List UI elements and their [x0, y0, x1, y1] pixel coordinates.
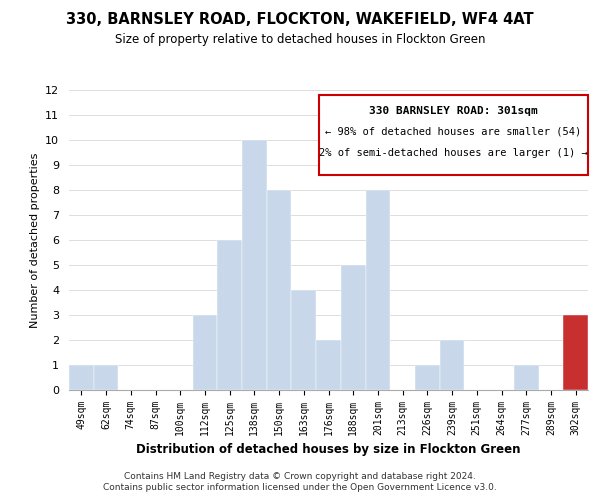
Text: Contains HM Land Registry data © Crown copyright and database right 2024.: Contains HM Land Registry data © Crown c… [124, 472, 476, 481]
Bar [242, 140, 267, 390]
Text: 330, BARNSLEY ROAD, FLOCKTON, WAKEFIELD, WF4 4AT: 330, BARNSLEY ROAD, FLOCKTON, WAKEFIELD,… [66, 12, 534, 28]
Bar [69, 365, 94, 390]
Bar [217, 240, 242, 390]
Y-axis label: Number of detached properties: Number of detached properties [29, 152, 40, 328]
Text: 2% of semi-detached houses are larger (1) →: 2% of semi-detached houses are larger (1… [319, 148, 587, 158]
Text: ← 98% of detached houses are smaller (54): ← 98% of detached houses are smaller (54… [325, 126, 581, 136]
Bar [292, 290, 316, 390]
Bar [415, 365, 440, 390]
Bar [365, 190, 390, 390]
Bar [440, 340, 464, 390]
Text: Contains public sector information licensed under the Open Government Licence v3: Contains public sector information licen… [103, 484, 497, 492]
FancyBboxPatch shape [319, 95, 588, 175]
X-axis label: Distribution of detached houses by size in Flockton Green: Distribution of detached houses by size … [136, 444, 521, 456]
Bar [514, 365, 539, 390]
Bar [94, 365, 118, 390]
Bar [267, 190, 292, 390]
Text: 330 BARNSLEY ROAD: 301sqm: 330 BARNSLEY ROAD: 301sqm [369, 106, 538, 116]
Text: Size of property relative to detached houses in Flockton Green: Size of property relative to detached ho… [115, 32, 485, 46]
Bar [563, 315, 588, 390]
Bar [193, 315, 217, 390]
Bar [316, 340, 341, 390]
Bar [341, 265, 365, 390]
